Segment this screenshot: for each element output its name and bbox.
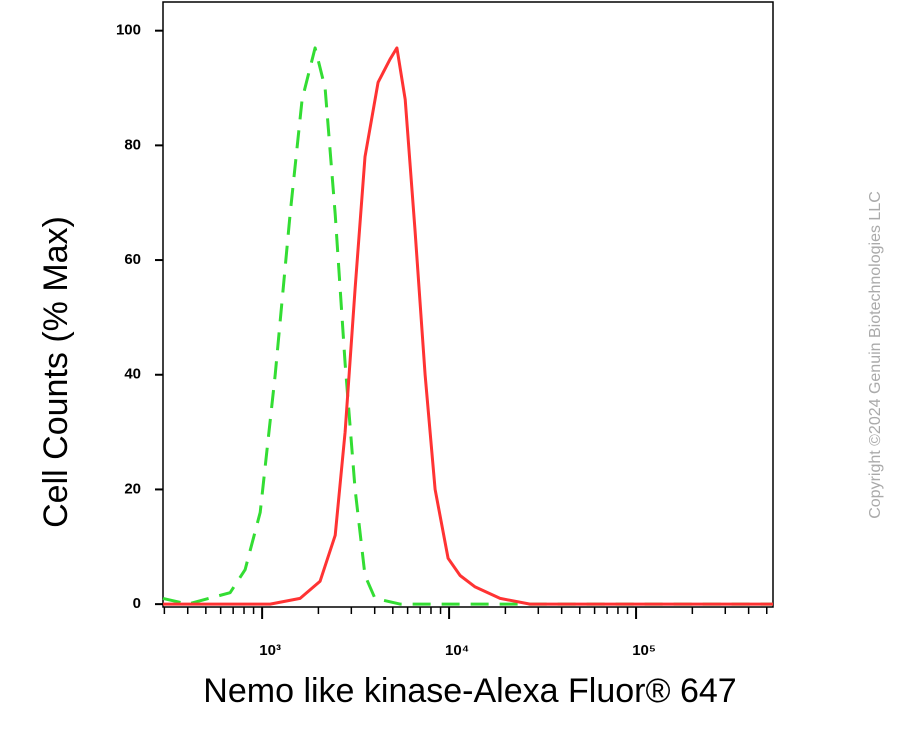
- x-tick-label: 10⁴: [445, 642, 469, 659]
- x-tick-label: 10³: [259, 642, 281, 659]
- y-tick-label: 80: [124, 136, 141, 153]
- y-tick-label: 0: [133, 595, 141, 612]
- y-axis-label: Cell Counts (% Max): [37, 216, 75, 528]
- x-axis-label: Nemo like kinase-Alexa Fluor® 647: [203, 672, 736, 710]
- histogram-line: [163, 46, 773, 606]
- histogram-line: [162, 46, 773, 606]
- plot-frame: [162, 1, 774, 608]
- y-tick-label: 60: [124, 251, 141, 268]
- y-tick-label: 40: [124, 366, 141, 383]
- x-tick-label: 10⁵: [632, 642, 656, 659]
- y-tick-label: 100: [116, 22, 141, 39]
- y-tick-label: 20: [124, 480, 141, 497]
- watermark: Copyright ©2024 Genuin Biotechnologies L…: [867, 191, 884, 519]
